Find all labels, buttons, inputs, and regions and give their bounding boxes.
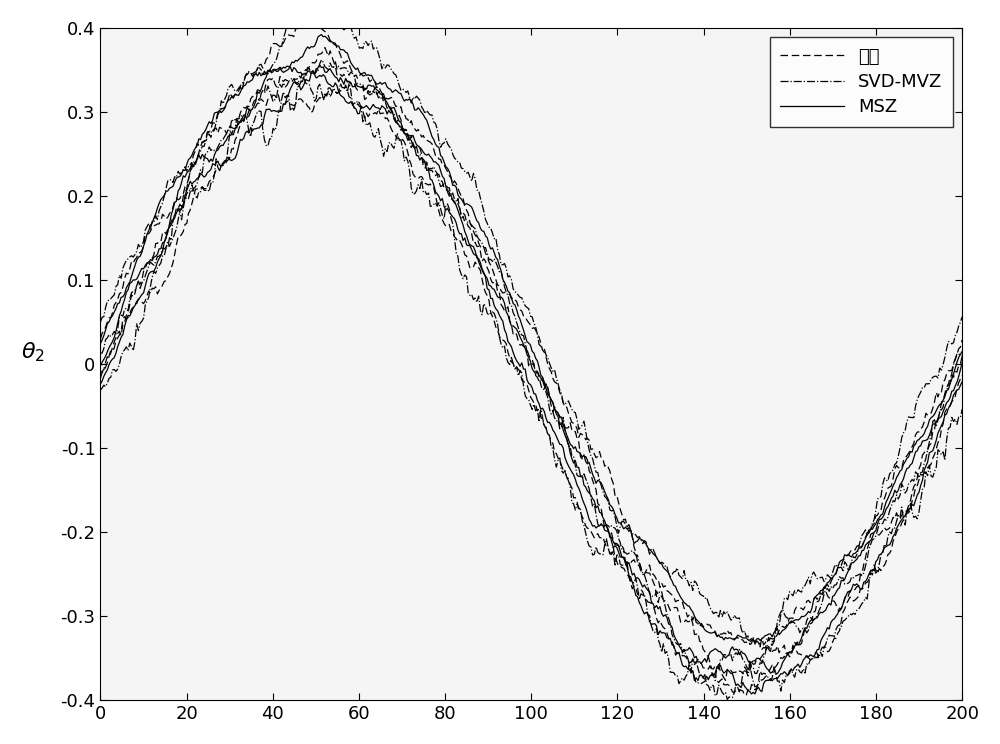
MSZ [609, 542, 621, 551]
MSZ [505, 342, 517, 351]
真値 [511, 362, 523, 371]
SVD-MVZ [721, 695, 733, 704]
Y-axis label: $\theta_2$: $\theta_2$ [21, 341, 45, 364]
SVD-MVZ [511, 362, 523, 371]
SVD-MVZ [505, 353, 517, 362]
真値 [562, 474, 574, 483]
SVD-MVZ [94, 385, 106, 394]
SVD-MVZ [562, 476, 574, 485]
真値 [340, 80, 352, 89]
真値 [939, 408, 951, 417]
MSZ [956, 377, 968, 386]
MSZ [511, 356, 523, 365]
MSZ [94, 379, 106, 388]
真値 [739, 691, 751, 700]
SVD-MVZ [609, 562, 621, 571]
真値 [94, 374, 106, 383]
Line: 真値: 真値 [100, 85, 962, 696]
MSZ [562, 461, 574, 470]
SVD-MVZ [804, 655, 816, 664]
SVD-MVZ [296, 72, 308, 81]
SVD-MVZ [956, 405, 968, 414]
真値 [956, 371, 968, 380]
Legend: 真値, SVD-MVZ, MSZ: 真値, SVD-MVZ, MSZ [770, 37, 953, 127]
MSZ [307, 66, 319, 75]
MSZ [804, 650, 816, 659]
SVD-MVZ [939, 455, 951, 464]
MSZ [745, 690, 757, 699]
真値 [505, 357, 517, 366]
真値 [609, 554, 621, 562]
MSZ [939, 411, 951, 420]
Line: SVD-MVZ: SVD-MVZ [100, 77, 962, 699]
真値 [804, 655, 816, 664]
Line: MSZ: MSZ [100, 71, 962, 694]
